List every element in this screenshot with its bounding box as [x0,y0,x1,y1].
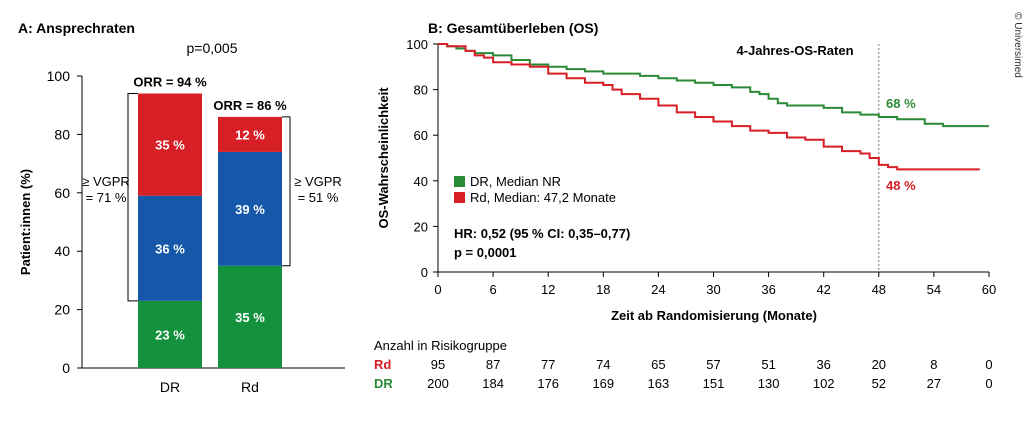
risk-cell: 27 [927,376,941,391]
panel-b-x-tick-label: 24 [651,282,665,297]
panel-b-x-tick-label: 18 [596,282,610,297]
bar-segment [138,300,202,368]
panel-b-y-axis-label: OS-Wahrscheinlichkeit [376,87,391,229]
legend-label-dr: DR, Median NR [470,174,561,189]
panel-b: B: Gesamtüberleben (OS) OS-Wahrscheinlic… [374,20,996,391]
vgpr-bracket-dr [127,93,138,302]
panel-b-x-tick-label: 42 [816,282,830,297]
risk-cell: 65 [651,357,665,372]
hazard-ratio: HR: 0,52 (95 % CI: 0,35–0,77) [454,226,630,241]
risk-cell: 20 [872,357,886,372]
panel-b-y-tick-label: 20 [414,219,428,234]
risk-cell: 87 [486,357,500,372]
risk-table: Rd 95 87 77 74 65 57 51 36 20 8 0 DR 200 184 176 169 163 1… [374,357,993,391]
risk-cell: 0 [985,357,992,372]
panel-a-y-axis-label: Patient:innen (%) [18,169,33,275]
panel-a-y-tick-label: 20 [54,302,70,318]
vgpr-label-dr-line1: ≥ VGPR [82,174,130,189]
dr-end-label: 68 % [886,96,916,111]
risk-cell: 57 [706,357,720,372]
panel-b-x-tick-label: 48 [872,282,886,297]
risk-cell: 52 [872,376,886,391]
risk-cell: 36 [816,357,830,372]
panel-a-bars: 23 % 36 % 35 % DR ORR = 94 % 35 % 39 % 12 % Rd OR… [133,75,287,395]
panel-b-x-tick-label: 0 [434,282,441,297]
panel-a-title: A: Ansprechraten [18,20,135,36]
panel-a-y-tick-label: 80 [54,126,70,142]
risk-cell: 200 [427,376,449,391]
risk-cell: 74 [596,357,610,372]
refline-label: 4-Jahres-OS-Raten [736,43,853,58]
legend: DR, Median NR Rd, Median: 47,2 Monate [454,174,616,205]
orr-label: ORR = 86 % [213,98,287,113]
risk-row-label: DR [374,376,393,391]
bar-segment [218,151,282,266]
dr-survival-curve [438,43,989,128]
panel-b-x-tick-label: 30 [706,282,720,297]
panel-b-lines [438,43,989,171]
vgpr-label-rd-line1: ≥ VGPR [294,174,342,189]
risk-cell: 102 [813,376,835,391]
bar-segment [138,195,202,301]
panel-b-y-tick-label: 100 [406,37,428,52]
rd-end-label: 48 % [886,178,916,193]
panel-b-x-tick-label: 60 [982,282,996,297]
panel-a-y-axis: 0 20 40 60 80 100 [47,68,345,376]
bar-segment-label: 36 % [155,241,185,256]
risk-cell: 151 [703,376,725,391]
panel-b-y-tick-label: 80 [414,83,428,98]
risk-cell: 176 [537,376,559,391]
p-value: p = 0,0001 [454,245,517,260]
bar-segment [138,93,202,196]
panel-a-y-tick-label: 40 [54,243,70,259]
risk-table-title: Anzahl in Risikogruppe [374,338,507,353]
panel-b-title: B: Gesamtüberleben (OS) [428,20,598,36]
bar-segment-label: 35 % [235,310,265,325]
bar-segment-label: 12 % [235,127,265,142]
risk-cell: 163 [648,376,670,391]
panel-b-y-tick-label: 0 [421,265,428,280]
panel-b-x-tick-label: 6 [489,282,496,297]
panel-b-x-tick-label: 36 [761,282,775,297]
risk-cell: 184 [482,376,504,391]
panel-a: A: Ansprechraten p=0,005 Patient:innen (… [18,20,345,395]
orr-label: ORR = 94 % [133,75,207,90]
panel-b-y-tick-label: 40 [414,174,428,189]
bar-segment-label: 35 % [155,138,185,153]
vgpr-bracket-rd [282,116,291,267]
panel-b-x-tick-label: 12 [541,282,555,297]
risk-cell: 77 [541,357,555,372]
panel-b-x-axis-label: Zeit ab Randomisierung (Monate) [611,308,817,323]
bar-segment [218,116,282,152]
bar-segment [218,265,282,368]
risk-cell: 51 [761,357,775,372]
panel-a-y-tick-label: 60 [54,185,70,201]
legend-label-rd: Rd, Median: 47,2 Monate [470,190,616,205]
category-label: DR [160,379,180,395]
category-label: Rd [241,379,259,395]
panel-a-y-tick-label: 0 [62,360,70,376]
risk-cell: 169 [592,376,614,391]
vgpr-label-dr-line2: = 71 % [86,190,127,205]
risk-cell: 8 [930,357,937,372]
panel-a-y-tick-label: 100 [47,68,71,84]
panel-a-pvalue: p=0,005 [187,40,238,56]
bar-segment-label: 23 % [155,327,185,342]
vgpr-label-rd-line2: = 51 % [298,190,339,205]
panel-b-axes: 0 20 40 60 80 100 0 6 12 18 24 30 36 42 48 54 60 [406,37,996,297]
risk-cell: 130 [758,376,780,391]
panel-b-x-tick-label: 54 [927,282,941,297]
bar-segment-label: 39 % [235,202,265,217]
copyright: © Universimed [1012,12,1023,78]
legend-swatch-dr [454,176,465,187]
legend-swatch-rd [454,192,465,203]
risk-cell: 0 [985,376,992,391]
risk-row-label: Rd [374,357,391,372]
panel-a-annotations: ≥ VGPR= 71 %≥ VGPR= 51 % [82,93,342,302]
rd-survival-curve [438,43,980,171]
risk-cell: 95 [431,357,445,372]
panel-b-y-tick-label: 60 [414,128,428,143]
